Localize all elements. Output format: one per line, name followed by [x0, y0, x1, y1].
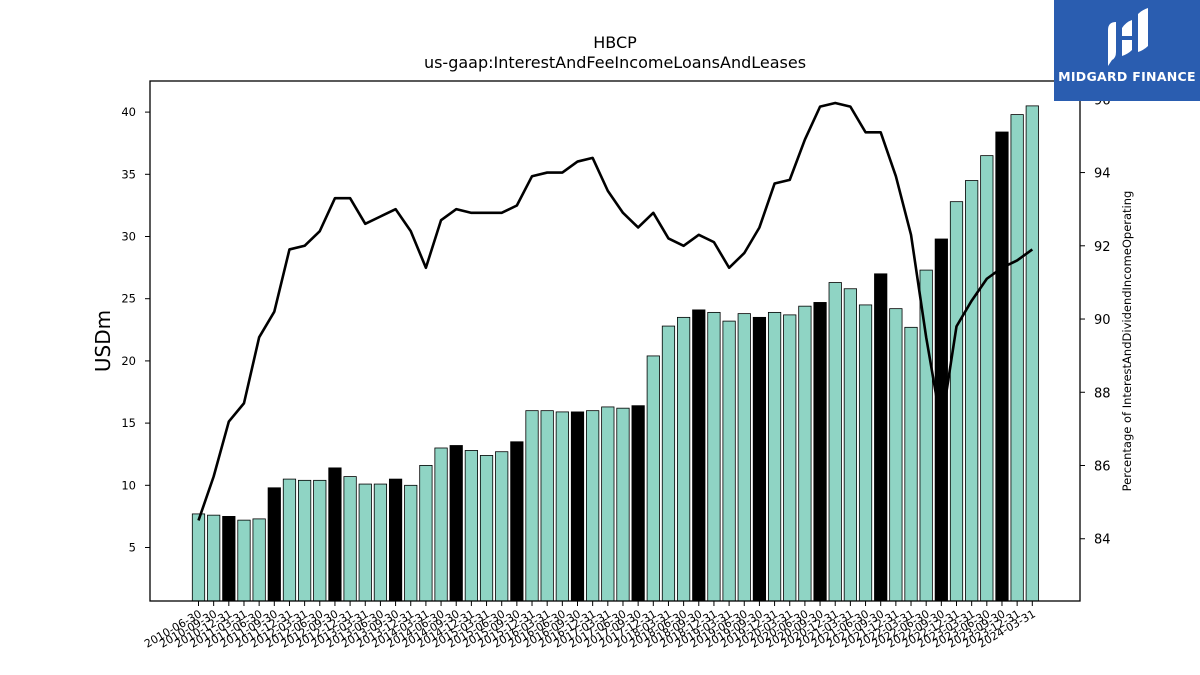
bar-2010-06-30 [191, 513, 206, 602]
bar-2013-12-31 [404, 484, 418, 602]
bar-2024-03-31 [1025, 105, 1039, 602]
percentage-line [197, 101, 1034, 521]
y-tick-label: 5 [129, 541, 136, 555]
bar-2023-12-31 [1010, 114, 1024, 602]
midgard-logo-icon [1108, 8, 1148, 66]
y2-tick-label: 94 [1094, 167, 1111, 182]
y-tick-label: 40 [121, 105, 136, 119]
y2-tick-label: 86 [1094, 460, 1111, 475]
bar-2021-12-31 [889, 308, 903, 602]
bar-2012-12-31 [343, 476, 357, 602]
bar-2023-09-30 [995, 131, 1009, 602]
y-tick-label: 20 [121, 354, 136, 368]
bar-2020-03-31 [783, 314, 797, 602]
bar-2011-09-30 [267, 487, 281, 602]
bar-2022-06-30 [919, 269, 933, 602]
bar-2015-03-31 [479, 455, 494, 602]
bar-2011-03-31 [237, 519, 251, 602]
bar-2017-06-30 [616, 407, 630, 602]
bar-2020-09-30 [813, 302, 827, 602]
y-tick-label: 25 [121, 292, 136, 306]
bar-2021-06-30 [858, 304, 873, 602]
y2-tick-label: 90 [1094, 313, 1111, 328]
bar-2017-12-31 [646, 355, 660, 602]
y2-tick-label: 92 [1094, 240, 1111, 255]
bar-2016-12-31 [586, 410, 600, 602]
bar-2019-09-30 [752, 316, 767, 602]
y-axis-label: USDm [91, 310, 115, 372]
y-tick-label: 10 [121, 478, 136, 492]
bar-2013-09-30 [388, 478, 403, 602]
y2-tick-label: 88 [1094, 386, 1111, 401]
plot-frame [149, 80, 1081, 602]
bar-2020-12-31 [828, 282, 842, 602]
bar-2019-06-30 [737, 313, 751, 602]
bar-2017-09-30 [631, 405, 645, 602]
bar-2017-03-31 [601, 406, 615, 602]
bar-2021-09-30 [874, 273, 888, 602]
bar-2011-06-30 [252, 518, 266, 602]
bar-2015-06-30 [495, 451, 509, 602]
bar-2013-06-30 [373, 483, 388, 602]
bar-2015-09-30 [510, 441, 524, 602]
bar-2012-09-30 [328, 467, 342, 602]
chart-title: HBCP [593, 33, 637, 52]
brand-logo: MIDGARD FINANCE [1054, 0, 1200, 101]
bar-2013-03-31 [358, 483, 372, 602]
bar-2023-03-31 [965, 180, 979, 602]
bar-2014-03-31 [419, 464, 433, 602]
bar-2023-06-30 [980, 155, 994, 602]
bar-2022-12-31 [949, 201, 964, 602]
bar-2018-03-31 [661, 325, 676, 602]
y2-axis-label: Percentage of InterestAndDividendIncomeO… [1120, 191, 1134, 492]
bar-2018-06-30 [677, 316, 691, 602]
bar-2019-12-31 [767, 311, 782, 602]
chart-subtitle: us-gaap:InterestAndFeeIncomeLoansAndLeas… [423, 53, 807, 72]
bar-2016-06-30 [555, 411, 569, 602]
bar-2020-06-30 [798, 305, 812, 602]
bar-2012-06-30 [313, 479, 327, 602]
bar-2010-09-30 [207, 514, 221, 602]
y-tick-label: 15 [121, 416, 136, 430]
bar-2018-12-31 [707, 311, 721, 602]
bar-2012-03-31 [298, 479, 312, 602]
bar-2019-03-31 [722, 320, 736, 602]
bar-2014-12-31 [464, 450, 478, 602]
y-tick-label: 30 [121, 230, 136, 244]
brand-name: MIDGARD FINANCE [1058, 69, 1196, 84]
bar-2014-06-30 [434, 447, 448, 602]
bar-2015-12-31 [525, 410, 539, 602]
bar-2018-09-30 [692, 309, 706, 602]
bar-2010-12-31 [222, 516, 236, 602]
y-tick-label: 35 [121, 167, 136, 181]
bar-2016-09-30 [570, 411, 585, 602]
bar-2016-03-31 [540, 410, 554, 602]
bar-2014-09-30 [449, 445, 463, 602]
bar-2022-03-31 [904, 326, 918, 602]
y2-tick-label: 84 [1094, 533, 1111, 548]
bar-2021-03-31 [843, 288, 857, 602]
bar-2011-12-31 [282, 478, 297, 602]
